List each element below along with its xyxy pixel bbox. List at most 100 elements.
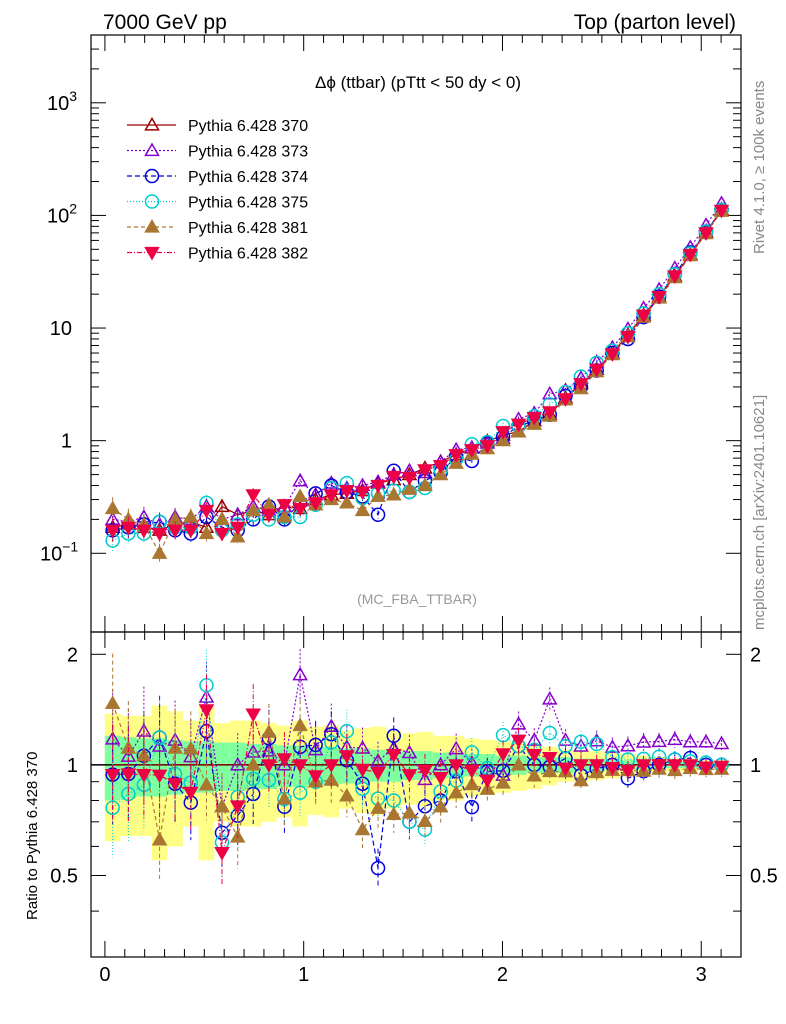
- legend-series-370-label: Pythia 6.428 370: [188, 118, 308, 135]
- series-382-ratio-point: [307, 770, 324, 784]
- series-382-point: [432, 460, 449, 474]
- series-382-ratio-point: [401, 769, 418, 783]
- legend-series-375-label: Pythia 6.428 375: [188, 195, 308, 212]
- series-382-point: [385, 470, 402, 485]
- series-375-ratio-point: [105, 800, 120, 815]
- series-382-point: [667, 270, 683, 284]
- series-381-point: [370, 488, 386, 503]
- series-382-point: [588, 363, 605, 378]
- series-375-line: [112, 209, 722, 542]
- legend-series-373-label: Pythia 6.428 373: [188, 144, 308, 161]
- series-382-ratio-point: [276, 753, 293, 767]
- header-right: Top (parton level): [574, 11, 736, 34]
- series-382-ratio-point: [214, 847, 230, 861]
- series-382-point: [214, 527, 230, 542]
- header-left: 7000 GeV pp: [103, 11, 227, 34]
- series-382-ratio-point: [354, 763, 371, 778]
- main-frame-ticks: 10−1 1 10 102 103 0 1 2 3: [40, 34, 741, 986]
- series-382-ratio-point: [370, 767, 386, 781]
- series-382-ratio-point: [620, 764, 636, 779]
- series-381-ratio-line: [112, 703, 722, 841]
- series-381-ratio-point: [510, 756, 527, 771]
- legend-series-373-marker: [144, 142, 160, 157]
- ratio-y-tick-label-right: 2: [750, 644, 761, 666]
- series-382-point: [401, 471, 418, 486]
- legend-series-374-marker: [144, 168, 160, 184]
- series-381-line: [112, 210, 722, 555]
- legend: Pythia 6.428 370 Pythia 6.428 373 Pythia 6…: [127, 116, 308, 263]
- series-382-point: [261, 509, 277, 523]
- series-382-ratio-point: [448, 759, 464, 773]
- series-373-ratio-point: [557, 732, 574, 746]
- series-382-point: [167, 524, 183, 539]
- series-382-ratio-point: [635, 759, 652, 773]
- series-382-ratio-point: [604, 761, 621, 776]
- series-381-ratio-point: [432, 798, 449, 813]
- series-381-ratio-point: [245, 756, 261, 771]
- series-382-point: [495, 426, 511, 440]
- series-381-ratio-point: [401, 804, 418, 819]
- series-374-line: [112, 209, 722, 535]
- y-tick-label: 102: [47, 200, 77, 227]
- series-382-point: [323, 489, 340, 503]
- x-tick-label: 3: [696, 964, 707, 986]
- series-382-ratio-point: [245, 708, 261, 723]
- series-373-ratio-point: [667, 731, 683, 746]
- series-382-point: [541, 406, 558, 420]
- series-382-ratio-point: [495, 748, 511, 762]
- ratio-y-tick-label: 2: [67, 644, 78, 666]
- series-373-ratio-point: [292, 666, 308, 681]
- series-382-ratio-point: [198, 704, 215, 718]
- series-382-ratio-point: [167, 778, 183, 792]
- series-382-ratio-point: [713, 760, 730, 775]
- series-382-point: [417, 464, 433, 478]
- series-382-point: [354, 486, 371, 501]
- series-382-ratio-point: [526, 748, 543, 763]
- series-382-ratio-point: [229, 800, 246, 815]
- series-381-point: [245, 502, 261, 517]
- series-382-ratio-point: [417, 764, 433, 779]
- series-374-ratio-point: [308, 737, 323, 753]
- series-382-ratio-point: [682, 759, 699, 773]
- series-382-ratio-point: [104, 768, 121, 783]
- series-382-point: [682, 248, 699, 263]
- y-tick-label: 10: [50, 318, 72, 340]
- series-381-point: [401, 481, 418, 495]
- series-373-ratio-point: [635, 734, 652, 748]
- series-381-ratio-point: [573, 772, 589, 787]
- series-381-ratio-point: [339, 787, 355, 802]
- series-381-ratio-point: [198, 776, 215, 791]
- series-382-point: [526, 412, 543, 426]
- series-381-point: [261, 496, 277, 511]
- series-382-ratio-point: [120, 768, 137, 783]
- y-tick-label: 10−1: [40, 538, 78, 565]
- series-373-ratio-point: [713, 735, 730, 750]
- series-382-ratio-point: [573, 759, 589, 773]
- series-382-ratio-point: [510, 734, 527, 749]
- series-381-ratio-point: [104, 695, 121, 709]
- series-382-point: [651, 291, 667, 305]
- series-382-point: [464, 444, 480, 458]
- series-381-ratio-point: [354, 821, 371, 836]
- series-373-ratio-point: [604, 739, 621, 753]
- series-381-point: [214, 511, 230, 526]
- series-382-point: [245, 489, 261, 503]
- series-381-point: [417, 477, 433, 492]
- series-381-ratio-point: [292, 717, 308, 732]
- series-382-point: [557, 393, 574, 407]
- series-381-point: [495, 432, 511, 447]
- series-382-point: [136, 524, 152, 539]
- series-375-ratio-point: [558, 738, 573, 754]
- series-381-ratio-point: [526, 767, 543, 782]
- ratio-y-tick-label: 0.5: [50, 865, 78, 887]
- series-382-point: [573, 378, 589, 392]
- main-series-layer: [104, 195, 730, 563]
- series-382-ratio-point: [651, 759, 667, 773]
- legend-series-375-marker: [144, 194, 160, 209]
- series-382-ratio-line: [112, 709, 722, 853]
- series-381-point: [385, 486, 402, 501]
- series-382-ratio-point: [541, 752, 558, 766]
- series-382-ratio-point: [432, 772, 449, 786]
- legend-series-382-marker: [144, 246, 160, 261]
